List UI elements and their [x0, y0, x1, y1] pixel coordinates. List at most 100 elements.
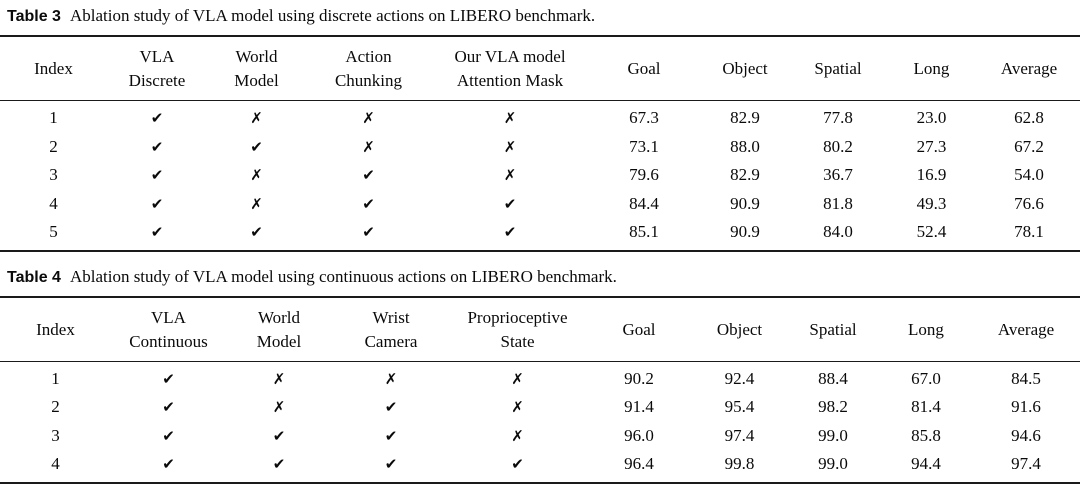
flag-cell: ✔: [207, 218, 306, 251]
column-header: Long: [880, 296, 972, 362]
check-icon: ✔: [362, 166, 375, 184]
score-cell: 67.0: [911, 368, 941, 388]
table-row: 5 ✔ ✔ ✔ ✔ 85.1 90.9 84.0 52.4 78.1: [0, 218, 1080, 251]
check-icon: ✔: [362, 223, 375, 241]
ablation-table-discrete: Index VLA Discrete World Model Action Chunking…: [0, 35, 1080, 252]
score-cell: 92.4: [724, 368, 755, 388]
score-cell: 73.1: [629, 136, 659, 156]
score-cell: 84.0: [823, 222, 853, 241]
ablation-table-continuous: Index VLA Continuous World Model Wrist Camera P…: [0, 295, 1080, 484]
flag-cell: ✔: [107, 161, 207, 190]
flag-cell: ✗: [431, 133, 589, 162]
column-header-line: Object: [722, 59, 768, 78]
column-header: Object: [699, 36, 791, 101]
score-cell: 84.5: [1011, 368, 1041, 388]
cross-icon: ✗: [384, 369, 398, 388]
score-cell: 27.3: [916, 136, 947, 156]
column-header-line: Model: [256, 331, 302, 351]
table4-caption-label: Table 4: [7, 268, 61, 286]
flag-cell: ✗: [306, 133, 431, 162]
column-header-line: Camera: [364, 331, 418, 351]
column-header-line: World: [235, 47, 278, 66]
check-icon: ✔: [503, 223, 517, 241]
score-cell: 90.9: [730, 193, 760, 213]
cross-icon: ✗: [503, 137, 517, 156]
check-icon: ✔: [384, 455, 398, 473]
cross-icon: ✗: [272, 398, 286, 416]
check-icon: ✔: [162, 426, 175, 445]
score-cell: 96.0: [624, 425, 654, 445]
column-header: Goal: [585, 296, 693, 362]
column-header-line: Model: [234, 71, 279, 90]
score-cell: 96.4: [624, 454, 654, 473]
column-header: Action Chunking: [306, 36, 431, 101]
score-cell: 90.2: [624, 368, 654, 388]
flag-cell: ✗: [207, 101, 306, 133]
column-header-line: Wrist: [372, 307, 410, 327]
score-cell: 97.4: [724, 425, 755, 445]
check-icon: ✔: [384, 426, 398, 445]
column-header-line: Chunking: [334, 71, 403, 90]
cross-icon: ✗: [511, 398, 524, 416]
score-cell: 90.9: [730, 222, 760, 241]
score-cell: 62.8: [1014, 108, 1044, 127]
column-header-line: Index: [34, 59, 73, 78]
cross-icon: ✗: [511, 426, 524, 445]
table4-caption: Table 4 Ablation study of VLA model using…: [0, 264, 1080, 296]
cross-icon: ✗: [362, 137, 375, 156]
column-header: Goal: [589, 36, 699, 101]
column-header: Average: [978, 36, 1080, 101]
column-header-line: Average: [1000, 59, 1058, 78]
column-header: Our VLA model Attention Mask: [431, 36, 589, 101]
column-header: Average: [972, 296, 1080, 362]
check-icon: ✔: [150, 166, 164, 184]
flag-cell: ✔: [111, 450, 226, 483]
score-cell: 80.2: [823, 136, 853, 156]
check-icon: ✔: [150, 137, 164, 156]
column-header-line: Action: [345, 47, 392, 66]
column-header-line: Discrete: [128, 71, 186, 90]
column-header-line: Goal: [627, 59, 661, 78]
flag-cell: ✔: [306, 190, 431, 219]
column-header: Long: [885, 36, 978, 101]
score-cell: 36.7: [823, 165, 853, 184]
check-icon: ✔: [150, 109, 164, 127]
cross-icon: ✗: [503, 166, 517, 184]
flag-cell: ✔: [450, 450, 585, 483]
score-cell: 97.4: [1011, 454, 1041, 473]
score-cell: 81.4: [911, 397, 941, 416]
check-icon: ✔: [162, 398, 175, 416]
flag-cell: ✔: [332, 450, 450, 483]
flag-cell: ✔: [207, 133, 306, 162]
table-row: 3 ✔ ✗ ✔ ✗ 79.6 82.9 36.7 16.9 54.0: [0, 161, 1080, 190]
flag-cell: ✔: [306, 218, 431, 251]
flag-cell: ✔: [111, 422, 226, 451]
score-cell: 94.6: [1011, 425, 1041, 445]
column-header-line: VLA: [151, 307, 186, 327]
flag-cell: ✔: [332, 393, 450, 422]
column-header: Object: [693, 296, 786, 362]
check-icon: ✔: [384, 398, 398, 416]
score-cell: 82.9: [730, 165, 760, 184]
row-index-cell: 1: [51, 368, 60, 388]
cross-icon: ✗: [250, 194, 263, 213]
score-cell: 81.8: [823, 193, 853, 213]
score-cell: 67.2: [1014, 136, 1044, 156]
score-cell: 67.3: [629, 108, 659, 127]
column-header-line: Long: [908, 319, 944, 339]
table4-caption-text: Ablation study of VLA model using contin…: [69, 266, 617, 286]
table3-caption-label: Table 3: [7, 8, 61, 25]
row-index-cell: 2: [49, 136, 58, 156]
column-header: World Model: [207, 36, 306, 101]
flag-cell: ✔: [107, 101, 207, 133]
table3-header: Index VLA Discrete World Model Action Chunking…: [0, 36, 1080, 101]
flag-cell: ✗: [450, 361, 585, 393]
column-header-line: Index: [36, 319, 75, 339]
flag-cell: ✗: [450, 422, 585, 451]
flag-cell: ✔: [107, 218, 207, 251]
column-header-line: Goal: [622, 319, 656, 339]
column-header-line: Object: [716, 319, 763, 339]
flag-cell: ✔: [226, 422, 332, 451]
score-cell: 98.2: [818, 397, 848, 416]
score-cell: 52.4: [916, 222, 947, 241]
